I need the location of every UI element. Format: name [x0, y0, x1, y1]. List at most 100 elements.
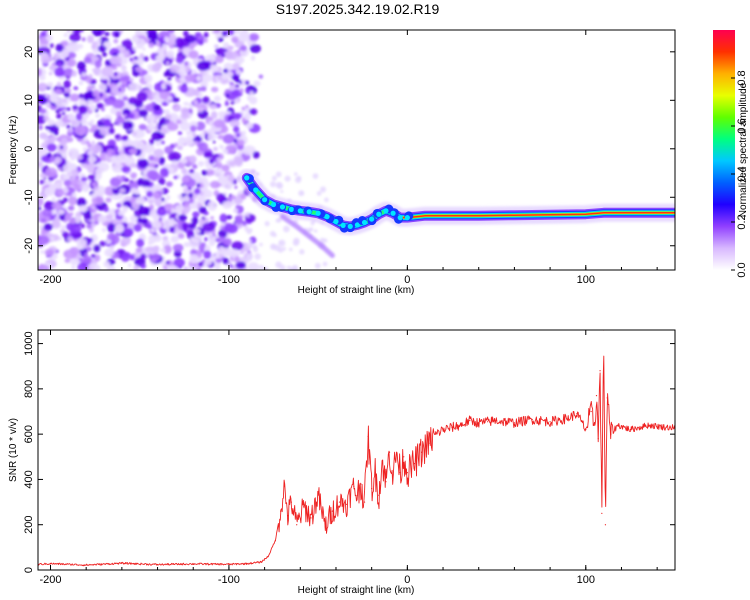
spectrogram-noise-blob — [136, 91, 148, 102]
spectrogram-noise-blob — [155, 139, 162, 147]
snr-point — [487, 421, 489, 423]
spectrogram-noise-blob — [85, 76, 92, 84]
spectrogram-noise-blob — [199, 191, 204, 196]
spectrogram-noise-blob — [127, 237, 131, 242]
spectrogram-noise-blob — [119, 123, 123, 127]
spectrogram-noise-blob — [230, 194, 236, 200]
spectrogram-noise-blob — [43, 115, 50, 122]
spectrogram-noise-blob — [296, 175, 302, 181]
spectrogram-noise-blob — [183, 201, 190, 208]
spectrogram-noise-blob — [91, 56, 98, 62]
spectrogram-noise-blob — [49, 92, 60, 103]
spectrogram-noise-blob — [203, 31, 209, 38]
spectrogram-noise-blob — [93, 244, 101, 253]
spectrogram-noise-blob — [172, 243, 184, 252]
spectrogram-noise-blob — [129, 77, 134, 82]
spectrogram-noise-blob — [102, 52, 107, 57]
spectrogram-noise-blob — [124, 177, 130, 183]
spectrogram-noise-blob — [173, 175, 179, 180]
spectrogram-noise-blob — [177, 194, 183, 199]
spectrogram-noise-blob — [48, 184, 57, 193]
spectrogram-noise-blob — [103, 118, 112, 128]
spectrogram-noise-blob — [195, 266, 202, 270]
ridge-blob-core — [297, 208, 303, 214]
spectrogram-noise-blob — [249, 90, 254, 95]
spectrogram-noise-blob — [207, 134, 215, 141]
spectrogram-noise-blob — [179, 76, 187, 83]
snr-point — [597, 438, 599, 440]
snr-ylabel: SNR (10 * v/v) — [8, 418, 19, 482]
snr-point — [324, 526, 326, 528]
spectrogram-noise-blob — [234, 256, 240, 263]
colorbar-tick-label: 0.6 — [736, 118, 748, 133]
spectrogram-noise-blob — [65, 88, 72, 93]
spectrogram-noise-blob — [56, 137, 61, 142]
spectrogram-noise-blob — [177, 41, 185, 47]
spectrogram-noise-blob — [213, 95, 221, 102]
spectrogram-noise-blob — [82, 146, 88, 152]
spectrogram-noise-blob — [135, 30, 142, 36]
spectrogram-noise-blob — [323, 238, 328, 243]
snr-point — [396, 451, 398, 453]
spectrogram-noise-blob — [135, 66, 143, 73]
spectrogram-noise-blob — [71, 119, 77, 125]
ridge-secondary-branch — [280, 214, 335, 258]
spectrogram-noise-blob — [67, 113, 76, 121]
spectrogram-noise-blob — [49, 65, 57, 71]
spectrogram-noise-blob — [69, 247, 80, 256]
spectrogram-noise-blob — [61, 111, 66, 116]
spectrogram-noise-blob — [56, 189, 65, 196]
spectrogram-noise-blob — [76, 197, 87, 207]
spectrogram-noise-blob — [63, 68, 74, 78]
snr-ytick-label: 400 — [23, 470, 35, 488]
spectrogram-noise-blob — [202, 222, 216, 232]
spectrogram-noise-blob — [215, 183, 220, 188]
spectrogram-noise-blob — [76, 238, 87, 246]
colorbar-gradient — [713, 30, 735, 270]
spectrogram-noise-blob — [66, 107, 71, 112]
ridge-blob-core — [390, 210, 396, 216]
spectrogram-noise-blob — [160, 228, 167, 234]
colorbar-tick-label: 0.4 — [736, 166, 748, 181]
spectrogram-noise-blob — [224, 50, 236, 61]
spectrogram-noise-blob — [72, 104, 78, 110]
spectrogram-noise-blob — [176, 105, 181, 109]
spectrogram-noise-blob — [40, 218, 46, 223]
spectrogram-noise-blob — [244, 213, 256, 223]
spectrogram-noise-blob — [94, 59, 102, 69]
spectrogram-noise-blob — [129, 57, 134, 62]
snr-point — [371, 487, 373, 490]
spectrogram-noise-blob — [114, 223, 125, 234]
spectrogram-noise-blob — [146, 190, 153, 198]
spectrogram-noise-blob — [300, 191, 305, 195]
ridge-blob-core — [262, 197, 268, 203]
snr-point — [356, 494, 358, 496]
spectrogram-noise-blob — [280, 189, 284, 194]
spectrogram-noise-blob — [199, 218, 205, 225]
spectrogram-noise-blob — [184, 135, 196, 146]
spectrogram-noise-blob — [186, 130, 193, 136]
spectrogram-noise-blob — [275, 218, 280, 223]
spectrogram-noise-blob — [89, 104, 97, 111]
spectrogram-noise-blob — [173, 258, 185, 268]
spectrogram-noise-blob — [70, 169, 80, 177]
spectrogram-noise-blob — [188, 108, 193, 114]
spectrogram-noise-blob — [168, 120, 174, 124]
spectrogram-noise-blob — [294, 172, 298, 176]
spectrogram-noise-blob — [226, 30, 235, 36]
ridge-blob-core — [404, 215, 410, 221]
spectrogram-noise-blob — [203, 151, 214, 159]
spectrogram-noise-blob — [122, 205, 128, 213]
snr-point — [296, 524, 298, 526]
spectrogram-noise-blob — [236, 139, 245, 146]
ridge-blob-core — [270, 201, 277, 208]
spectrogram-noise-blob — [129, 148, 138, 155]
spectrogram-noise-blob — [168, 151, 182, 162]
spectrogram-noise-blob — [182, 176, 190, 183]
spectrogram-noise-blob — [71, 264, 76, 270]
spectrogram-noise-blob — [203, 250, 212, 259]
spectrogram-noise-blob — [118, 149, 125, 155]
spectrogram-noise-blob — [283, 225, 290, 233]
spectrogram-noise-blob — [133, 56, 139, 60]
spectrogram-noise-blob — [239, 88, 244, 93]
